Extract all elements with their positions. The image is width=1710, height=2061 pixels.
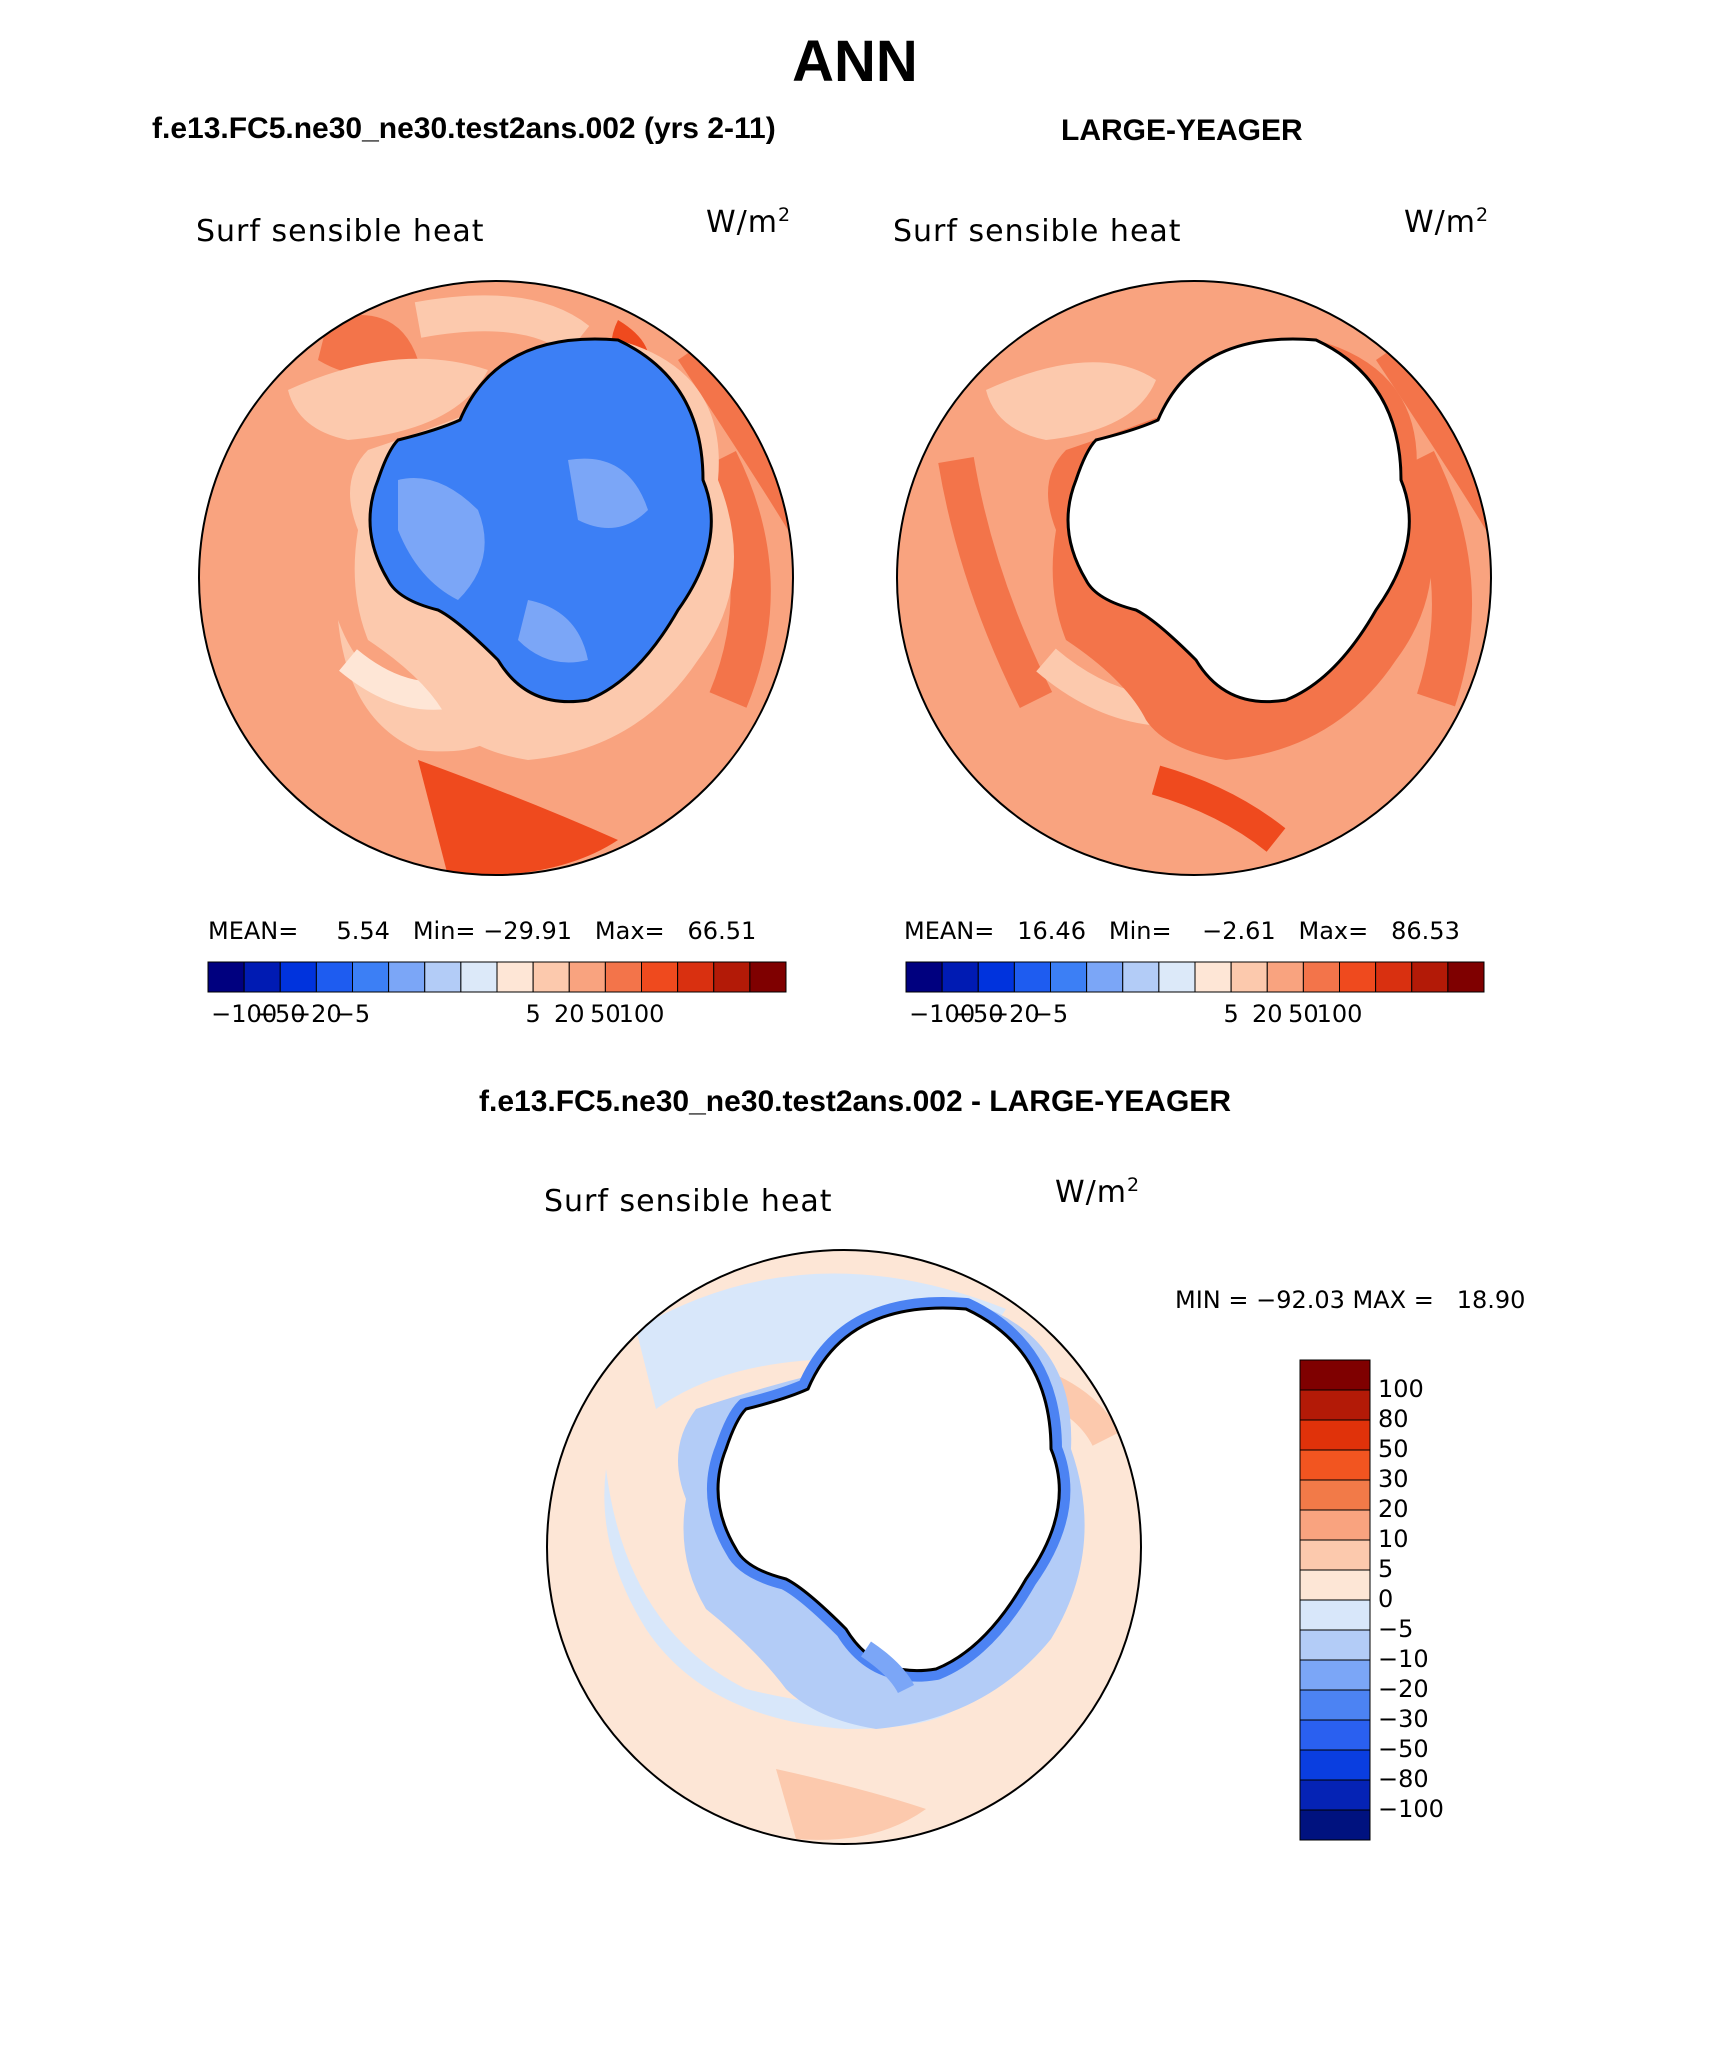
colorbar-swatch (460, 961, 498, 993)
colorbar-swatch (677, 961, 715, 993)
colorbar-swatch (1122, 961, 1160, 993)
colorbar-tick-label: 50 (1288, 1000, 1319, 1028)
colorbar-tick-label: −50 (952, 1000, 1004, 1028)
left-variable-label: Surf sensible heat (196, 214, 485, 249)
right-polar-map (896, 280, 1492, 876)
colorbar-swatch (1299, 1629, 1371, 1661)
colorbar-tick-label: 20 (1251, 1000, 1283, 1028)
colorbar-swatch (243, 961, 281, 993)
colorbar-swatch (1299, 1809, 1371, 1841)
left-case-title: f.e13.FC5.ne30_ne30.test2ans.002 (yrs 2-… (152, 112, 776, 145)
colorbar-swatch (388, 961, 426, 993)
left-units-label: W/m2 (706, 204, 792, 240)
colorbar-swatch (1299, 1539, 1371, 1571)
colorbar-tick-label: −50 (1378, 1735, 1429, 1763)
colorbar-swatch (1447, 961, 1485, 993)
colorbar-tick-label: −10 (1378, 1645, 1429, 1673)
right-stats: MEAN= 16.46 Min= −2.61 Max= 86.53 (904, 917, 1460, 945)
colorbar-swatch (1299, 1599, 1371, 1631)
colorbar-tick-label: −100 (211, 1000, 278, 1028)
colorbar-tick-label: −100 (1378, 1795, 1444, 1823)
colorbar-swatch (1375, 961, 1413, 993)
colorbar-swatch (1299, 1569, 1371, 1601)
colorbar-tick-label: 5 (1223, 1000, 1239, 1028)
colorbar-swatch (1299, 1509, 1371, 1541)
colorbar-tick-label: −100 (909, 1000, 976, 1028)
colorbar-swatch (1086, 961, 1124, 993)
colorbar-swatch (1158, 961, 1196, 993)
colorbar-swatch (1266, 961, 1304, 993)
colorbar-swatch (977, 961, 1015, 993)
diff-colorbar (1299, 1359, 1371, 1841)
colorbar-tick-label: 20 (1378, 1495, 1409, 1523)
colorbar-tick-label: −50 (254, 1000, 306, 1028)
diff-stats: MIN = −92.03 MAX = 18.90 (1175, 1286, 1526, 1314)
left-colorbar (207, 961, 787, 993)
colorbar-swatch (749, 961, 787, 993)
colorbar-tick-label: −80 (1378, 1765, 1429, 1793)
colorbar-swatch (207, 961, 245, 993)
colorbar-swatch (1230, 961, 1268, 993)
colorbar-swatch (279, 961, 317, 993)
colorbar-swatch (641, 961, 679, 993)
colorbar-tick-label: 100 (1378, 1375, 1424, 1403)
diff-polar-map (546, 1249, 1142, 1845)
right-colorbar (905, 961, 1485, 993)
left-stats: MEAN= 5.54 Min= −29.91 Max= 66.51 (208, 917, 757, 945)
diff-title: f.e13.FC5.ne30_ne30.test2ans.002 - LARGE… (479, 1085, 1231, 1118)
colorbar-swatch (1013, 961, 1051, 993)
colorbar-tick-label: −5 (334, 1000, 371, 1028)
right-variable-label: Surf sensible heat (893, 214, 1182, 249)
right-case-title: LARGE-YEAGER (1061, 114, 1303, 147)
colorbar-swatch (532, 961, 570, 993)
colorbar-swatch (1299, 1359, 1371, 1391)
colorbar-tick-label: −30 (1378, 1705, 1429, 1733)
colorbar-swatch (1299, 1389, 1371, 1421)
colorbar-tick-label: 50 (590, 1000, 621, 1028)
colorbar-swatch (1299, 1689, 1371, 1721)
colorbar-tick-label: −20 (291, 1000, 342, 1028)
right-units-label: W/m2 (1404, 204, 1490, 240)
colorbar-tick-label: 5 (1378, 1555, 1394, 1583)
colorbar-tick-label: 0 (1378, 1585, 1394, 1613)
colorbar-swatch (424, 961, 462, 993)
colorbar-swatch (1299, 1419, 1371, 1451)
colorbar-tick-label: −5 (1378, 1615, 1414, 1643)
colorbar-swatch (713, 961, 751, 993)
colorbar-tick-label: 10 (1378, 1525, 1409, 1553)
colorbar-tick-label: 80 (1378, 1405, 1409, 1433)
colorbar-swatch (1299, 1719, 1371, 1751)
colorbar-swatch (1302, 961, 1340, 993)
colorbar-swatch (1299, 1659, 1371, 1691)
colorbar-swatch (905, 961, 943, 993)
colorbar-swatch (315, 961, 353, 993)
left-polar-map (198, 280, 794, 876)
diff-units-label: W/m2 (1055, 1174, 1141, 1210)
colorbar-swatch (604, 961, 642, 993)
colorbar-tick-label: 50 (1378, 1435, 1409, 1463)
colorbar-tick-label: −5 (1032, 1000, 1069, 1028)
colorbar-swatch (568, 961, 606, 993)
colorbar-tick-label: 100 (618, 1000, 665, 1028)
colorbar-swatch (1339, 961, 1377, 993)
colorbar-tick-label: 100 (1316, 1000, 1363, 1028)
colorbar-swatch (1050, 961, 1088, 993)
colorbar-tick-label: 30 (1378, 1465, 1409, 1493)
colorbar-swatch (1194, 961, 1232, 993)
colorbar-swatch (1299, 1749, 1371, 1781)
diff-variable-label: Surf sensible heat (544, 1184, 833, 1219)
season-title: ANN (792, 29, 918, 94)
colorbar-swatch (941, 961, 979, 993)
colorbar-tick-label: 5 (525, 1000, 541, 1028)
colorbar-swatch (352, 961, 390, 993)
colorbar-tick-label: 20 (553, 1000, 585, 1028)
colorbar-swatch (1299, 1479, 1371, 1511)
colorbar-tick-label: −20 (1378, 1675, 1429, 1703)
colorbar-swatch (1299, 1779, 1371, 1811)
colorbar-tick-label: −20 (989, 1000, 1040, 1028)
colorbar-swatch (1411, 961, 1449, 993)
colorbar-swatch (1299, 1449, 1371, 1481)
colorbar-swatch (496, 961, 534, 993)
